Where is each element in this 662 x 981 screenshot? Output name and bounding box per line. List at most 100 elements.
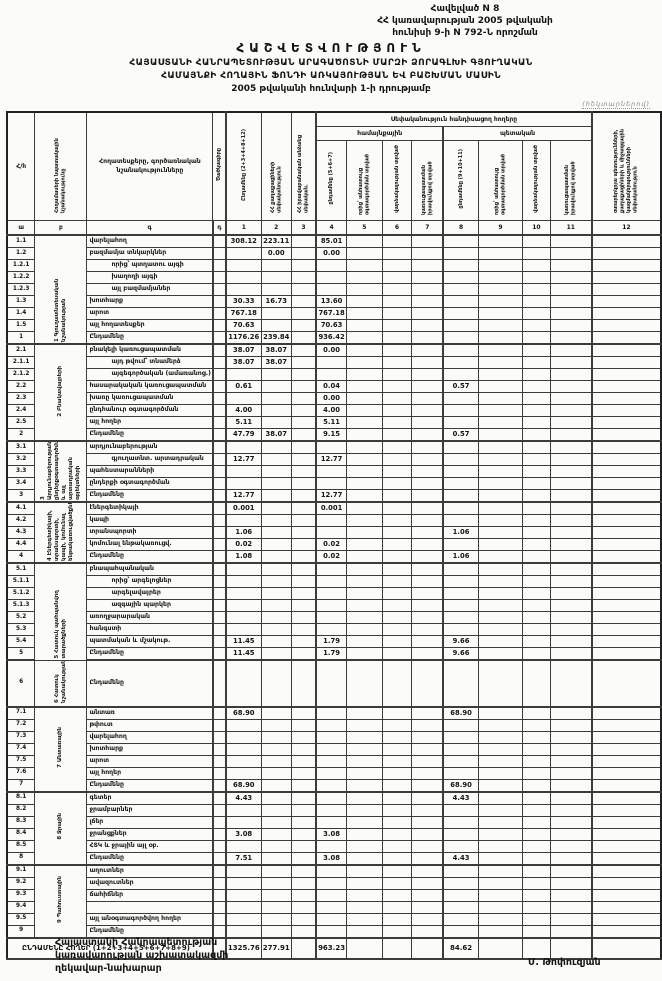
value-cell xyxy=(590,803,662,817)
value-cell xyxy=(411,623,444,636)
table-row: 3 Ընդամենը 12.77 12.77 xyxy=(6,489,662,503)
value-cell xyxy=(442,803,479,817)
value-cell xyxy=(224,815,262,829)
value-cell xyxy=(290,465,317,478)
land-type-label: բնակելի կառուցապատման xyxy=(86,343,214,357)
value-cell xyxy=(411,514,444,527)
value-cell xyxy=(477,416,524,429)
value-cell xyxy=(290,827,317,841)
value-cell xyxy=(381,259,413,272)
value-cell xyxy=(381,380,413,393)
row-group-label-text: 8 Ջրային xyxy=(57,813,64,840)
value-cell xyxy=(549,863,593,878)
value-cell xyxy=(381,550,413,564)
value-cell: 0.00 xyxy=(260,247,292,260)
value-cell xyxy=(522,440,551,454)
value-cell xyxy=(590,501,662,515)
value-cell xyxy=(590,331,662,345)
value-cell xyxy=(260,900,292,914)
value-cell xyxy=(477,404,524,417)
value-cell xyxy=(346,283,383,296)
land-type-label: ջրամբարներ xyxy=(86,803,214,817)
value-cell xyxy=(290,718,317,732)
value-cell xyxy=(381,343,413,357)
value-cell xyxy=(442,453,479,466)
col-header-purpose-text: Հողամասերի նպատակային նշանակությունը xyxy=(54,137,67,213)
col-header-legal-entities-text: ՀՀ իրավաբանական անձանց սեփական. xyxy=(296,134,310,213)
value-cell xyxy=(411,718,444,732)
value-cell xyxy=(224,259,262,272)
value-cell xyxy=(381,900,413,914)
value-cell xyxy=(260,912,292,926)
value-cell xyxy=(442,440,479,454)
table-row: 8.2 ջրամբարներ xyxy=(6,803,662,817)
value-cell xyxy=(549,247,593,260)
row-number: 8.2 xyxy=(6,803,36,817)
value-cell xyxy=(442,876,479,890)
col-header-foreign: օտարերկրյա պետությունների, քաղաքացիների … xyxy=(590,111,662,221)
value-cell xyxy=(290,876,317,890)
value-cell xyxy=(442,730,479,744)
value-cell xyxy=(411,368,444,381)
value-cell xyxy=(411,863,444,878)
col-header-state-leased: վարձակալության տրված xyxy=(522,140,551,221)
value-cell xyxy=(260,501,292,515)
value-cell xyxy=(224,587,262,600)
value-cell xyxy=(549,900,593,914)
value-cell xyxy=(549,404,593,417)
value-cell: 9.66 xyxy=(442,635,479,648)
signatory-name: Մ. Թոփուզյան xyxy=(528,957,601,968)
value-cell xyxy=(381,271,413,284)
code-cell xyxy=(211,742,227,756)
land-type-label: գյուղատնտ. արտադրական xyxy=(86,453,214,466)
value-cell xyxy=(590,924,662,939)
value-cell xyxy=(346,803,383,817)
value-cell xyxy=(477,766,524,780)
code-cell xyxy=(211,489,227,503)
col-header-community-free-use-text: որից՝ անհատույց օգտագործման տրված xyxy=(357,153,371,215)
value-cell xyxy=(315,839,348,853)
col-header-community-development-text: կառուցապատման իրավունքով տրված xyxy=(420,160,434,215)
value-cell xyxy=(590,356,662,369)
value-cell xyxy=(315,742,348,756)
row-number: 3 xyxy=(6,489,36,503)
row-number: 9.2 xyxy=(6,876,36,890)
row-number: 1.2 xyxy=(6,247,36,260)
value-cell xyxy=(290,623,317,636)
col-header-community-total-text: ընդամենը (5+6+7) xyxy=(328,152,335,205)
value-cell xyxy=(346,912,383,926)
row-group-label-text: 3 Արդյունաբերության, ընդերքօգտագործման և… xyxy=(39,441,81,500)
table-row: 1.5 այլ հողատեսքեր 70.63 70.63 xyxy=(6,319,662,332)
value-cell xyxy=(411,900,444,914)
value-cell xyxy=(315,259,348,272)
value-cell xyxy=(411,705,444,720)
code-cell xyxy=(211,283,227,296)
value-cell xyxy=(590,514,662,527)
value-cell xyxy=(442,538,479,551)
value-cell xyxy=(381,863,413,878)
value-cell xyxy=(590,623,662,636)
col-header-state-development: կառուցապատման իրավունքով տրված xyxy=(549,140,593,221)
row-number: 8.4 xyxy=(6,827,36,841)
value-cell xyxy=(477,575,524,588)
value-cell xyxy=(590,319,662,332)
value-cell xyxy=(522,356,551,369)
value-cell xyxy=(381,247,413,260)
value-cell xyxy=(346,754,383,768)
value-cell xyxy=(315,599,348,612)
value-cell xyxy=(224,912,262,926)
land-type-label: արդյունաբերության xyxy=(86,440,214,454)
row-group-label-text: 4 Էներգետիկայի, տրանսպորտի, կապի, կոմուն… xyxy=(46,502,74,561)
value-cell xyxy=(411,295,444,308)
value-cell xyxy=(346,550,383,564)
value-cell xyxy=(290,404,317,417)
value-cell xyxy=(477,538,524,551)
land-type-label: այգեգործական (ամառանոց.) xyxy=(86,368,214,381)
value-cell xyxy=(260,259,292,272)
value-cell xyxy=(590,575,662,588)
value-cell xyxy=(260,718,292,732)
col-header-purpose: Հողամասերի նպատակային նշանակությունը xyxy=(34,111,88,221)
code-cell xyxy=(211,900,227,914)
value-cell xyxy=(549,936,593,960)
code-cell xyxy=(211,331,227,345)
